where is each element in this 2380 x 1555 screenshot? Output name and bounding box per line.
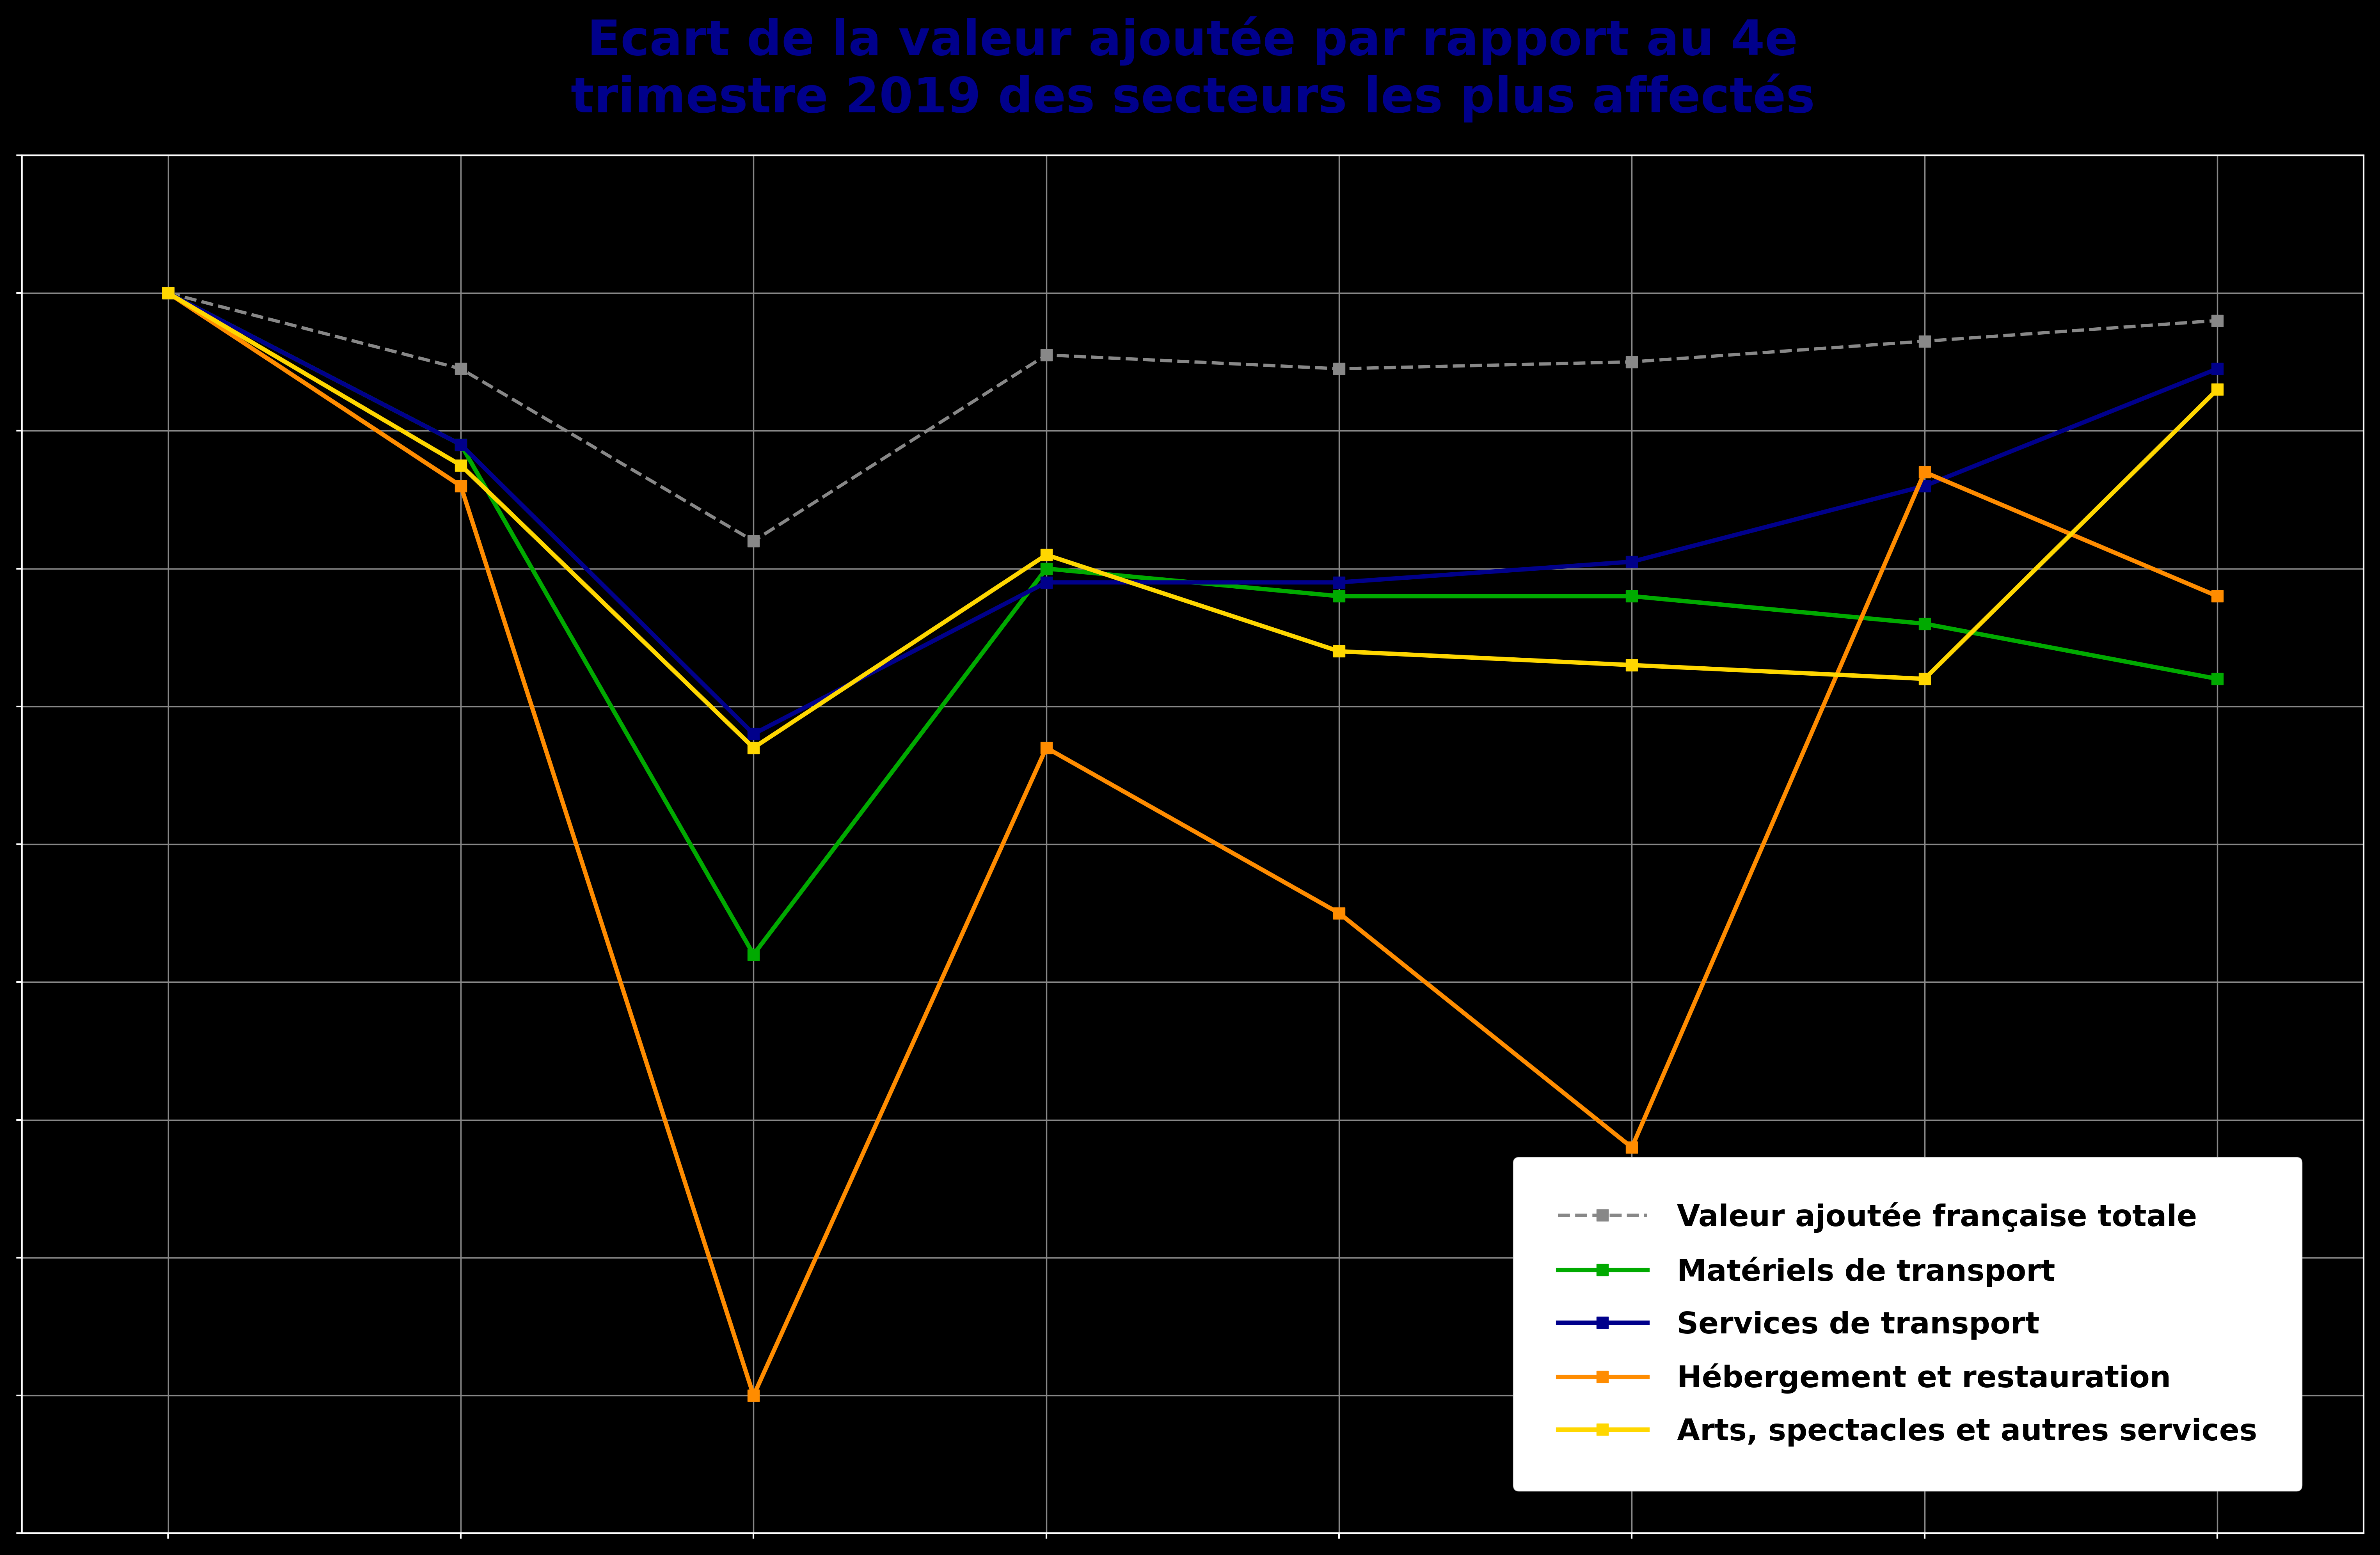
Matériels de transport [740, 945, 769, 964]
Arts, spectacles et autres services [740, 739, 769, 757]
Line: Matériels de transport: Matériels de transport [162, 288, 2223, 961]
Services de transport [1033, 574, 1061, 592]
Line: Valeur ajoutée française totale: Valeur ajoutée française totale [162, 288, 2223, 547]
Matériels de transport [1033, 560, 1061, 578]
Valeur ajoutée française totale [1911, 333, 1940, 351]
Matériels de transport [2204, 670, 2232, 689]
Arts, spectacles et autres services [2204, 381, 2232, 400]
Valeur ajoutée française totale [740, 532, 769, 550]
Legend: Valeur ajoutée française totale, Matériels de transport, Services de transport, : Valeur ajoutée française totale, Matérie… [1514, 1157, 2301, 1491]
Matériels de transport [1326, 588, 1354, 606]
Hébergement et restauration [2204, 588, 2232, 606]
Arts, spectacles et autres services [1326, 642, 1354, 661]
Hébergement et restauration [1326, 903, 1354, 922]
Matériels de transport [155, 285, 183, 303]
Valeur ajoutée française totale [1618, 353, 1647, 372]
Valeur ajoutée française totale [1033, 345, 1061, 364]
Arts, spectacles et autres services [1911, 670, 1940, 689]
Services de transport [2204, 359, 2232, 378]
Matériels de transport [1618, 588, 1647, 606]
Matériels de transport [1911, 614, 1940, 633]
Valeur ajoutée française totale [447, 359, 476, 378]
Hébergement et restauration [155, 285, 183, 303]
Hébergement et restauration [447, 477, 476, 496]
Valeur ajoutée française totale [2204, 311, 2232, 330]
Line: Services de transport: Services de transport [162, 288, 2223, 740]
Hébergement et restauration [1033, 739, 1061, 757]
Arts, spectacles et autres services [1033, 546, 1061, 564]
Services de transport [447, 435, 476, 454]
Line: Arts, spectacles et autres services: Arts, spectacles et autres services [162, 288, 2223, 754]
Valeur ajoutée française totale [155, 285, 183, 303]
Arts, spectacles et autres services [447, 456, 476, 474]
Services de transport [740, 725, 769, 743]
Services de transport [1618, 552, 1647, 571]
Matériels de transport [447, 435, 476, 454]
Title: Ecart de la valeur ajoutée par rapport au 4e
trimestre 2019 des secteurs les plu: Ecart de la valeur ajoutée par rapport a… [571, 16, 1816, 123]
Valeur ajoutée française totale [1326, 359, 1354, 378]
Hébergement et restauration [740, 1386, 769, 1404]
Hébergement et restauration [1911, 463, 1940, 482]
Hébergement et restauration [1618, 1138, 1647, 1157]
Line: Hébergement et restauration: Hébergement et restauration [162, 288, 2223, 1401]
Services de transport [1911, 477, 1940, 496]
Arts, spectacles et autres services [155, 285, 183, 303]
Arts, spectacles et autres services [1618, 656, 1647, 675]
Services de transport [155, 285, 183, 303]
Services de transport [1326, 574, 1354, 592]
